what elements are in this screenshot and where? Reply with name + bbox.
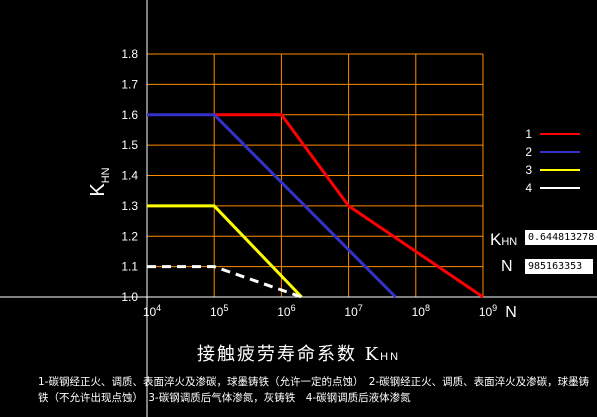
x-tick-label: 106 — [277, 303, 295, 319]
legend-label-1: 1 — [525, 127, 532, 141]
khn-readout-value[interactable]: 0.644813278 — [525, 230, 597, 245]
n-readout-value[interactable]: 985163353 — [525, 259, 593, 274]
series-line-2 — [147, 113, 397, 299]
khn-readout-label: KHN — [490, 230, 518, 249]
y-tick-label: 1.0 — [121, 290, 138, 304]
x-axis-label: N — [505, 304, 517, 321]
n-readout-label: N — [501, 258, 513, 275]
y-tick-label: 1.3 — [121, 199, 138, 213]
series-line-1 — [214, 113, 484, 299]
y-tick-label: 1.8 — [121, 47, 138, 61]
series-line-3 — [147, 204, 303, 299]
caption: 1-碳钢经正火、调质、表面淬火及渗碳，球墨铸铁（允许一定的点蚀） 2-碳钢经正火… — [38, 376, 590, 404]
x-tick-label: 105 — [210, 303, 228, 319]
x-tick-label: 104 — [143, 303, 161, 319]
legend-label-4: 4 — [525, 181, 532, 195]
chart-title: 接触疲劳寿命系数 KHN — [196, 344, 401, 365]
y-tick-label: 1.4 — [121, 169, 138, 183]
series-layer — [147, 113, 484, 299]
x-tick-label: 107 — [344, 303, 362, 319]
y-tick-label: 1.5 — [121, 138, 138, 152]
tick-labels: 1.0 1.1 1.2 1.3 1.4 1.5 1.6 1.7 1.8 104 105 106 107 1… — [121, 47, 497, 319]
legend: 1 2 3 4 — [525, 127, 580, 195]
x-tick-label: 109 — [479, 303, 497, 319]
y-tick-label: 1.2 — [121, 229, 138, 243]
legend-label-2: 2 — [525, 145, 532, 159]
legend-label-3: 3 — [525, 163, 532, 177]
y-tick-label: 1.7 — [121, 77, 138, 91]
grid — [147, 53, 484, 297]
y-tick-label: 1.1 — [121, 260, 138, 274]
y-axis-label: KHN — [87, 167, 112, 196]
y-tick-label: 1.6 — [121, 108, 138, 122]
x-tick-label: 108 — [412, 303, 430, 319]
series-line-4 — [147, 265, 303, 299]
